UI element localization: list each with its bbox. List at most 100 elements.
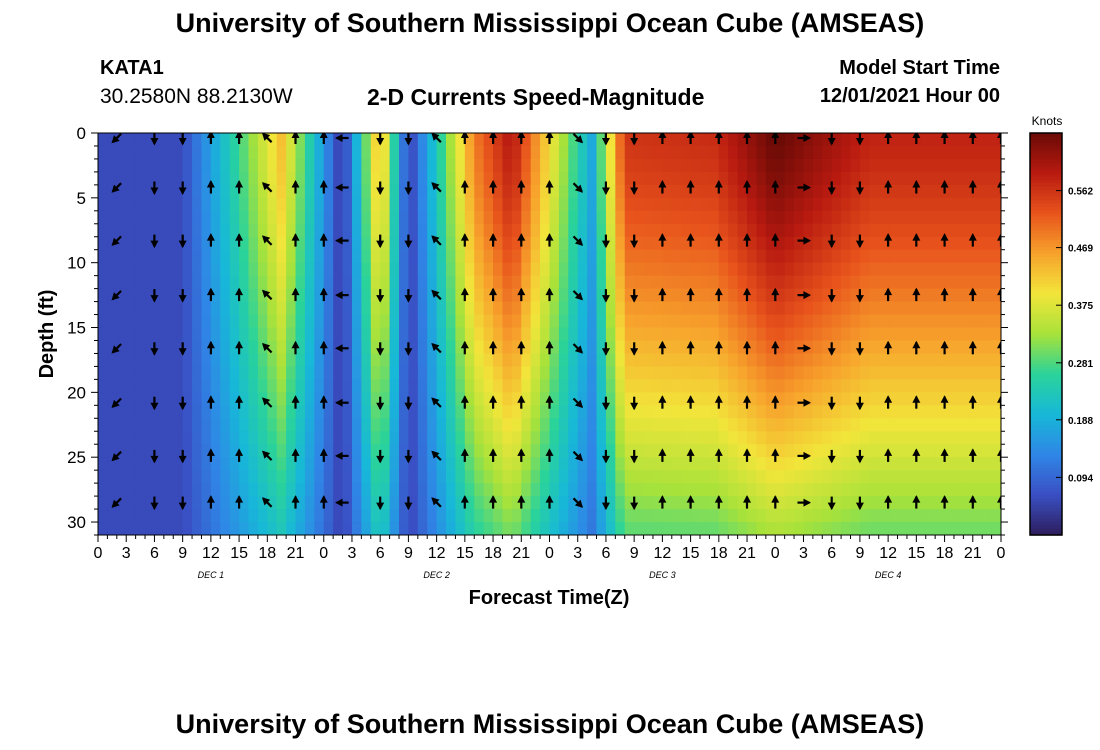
heatmap-cell bbox=[558, 431, 569, 445]
heatmap-cell bbox=[568, 327, 579, 342]
heatmap-cell bbox=[370, 145, 381, 160]
heatmap-cell bbox=[634, 496, 645, 510]
heatmap-cell bbox=[859, 223, 870, 238]
current-vector-arrow bbox=[968, 495, 977, 509]
heatmap-cell bbox=[521, 379, 532, 393]
heatmap-cell bbox=[916, 379, 927, 393]
heatmap-cell bbox=[991, 340, 1001, 355]
heatmap-cell bbox=[163, 496, 174, 510]
heatmap-cell bbox=[192, 145, 203, 160]
heatmap-cell bbox=[210, 171, 221, 186]
heatmap-cell bbox=[944, 431, 955, 445]
heatmap-cell bbox=[737, 340, 748, 355]
heatmap-cell bbox=[897, 379, 908, 393]
current-vector-arrow bbox=[997, 233, 1001, 247]
heatmap-cell bbox=[605, 457, 616, 471]
heatmap-cell bbox=[239, 275, 250, 290]
heatmap-cell bbox=[380, 275, 391, 290]
heatmap-cell bbox=[295, 314, 306, 329]
heatmap-cell bbox=[399, 133, 410, 147]
current-vector-arrow bbox=[178, 234, 187, 249]
heatmap-cell bbox=[982, 431, 993, 445]
heatmap-cell bbox=[765, 171, 776, 186]
heatmap-cell bbox=[643, 392, 654, 406]
heatmap-cell bbox=[803, 249, 814, 264]
heatmap-cell bbox=[558, 392, 569, 406]
heatmap-cell bbox=[765, 392, 776, 406]
heatmap-cell bbox=[361, 133, 372, 147]
heatmap-cell bbox=[201, 431, 212, 445]
heatmap-cell bbox=[756, 405, 767, 419]
current-vector-arrow bbox=[572, 182, 584, 193]
heatmap-cell bbox=[323, 145, 334, 160]
colorbar-swatch bbox=[1030, 313, 1062, 318]
heatmap-cell bbox=[568, 223, 579, 238]
heatmap-cell bbox=[850, 158, 861, 173]
heatmap-cell bbox=[427, 223, 438, 238]
heatmap-cell bbox=[502, 327, 513, 342]
heatmap-cell bbox=[916, 301, 927, 316]
heatmap-cell bbox=[671, 133, 682, 147]
heatmap-cell bbox=[135, 327, 146, 342]
heatmap-cell bbox=[587, 483, 598, 497]
heatmap-cell bbox=[869, 431, 880, 445]
current-vector-arrow bbox=[489, 233, 498, 247]
heatmap-cell bbox=[257, 457, 268, 471]
heatmap-cell bbox=[427, 509, 438, 523]
heatmap-cell bbox=[690, 483, 701, 497]
heatmap-cell bbox=[652, 522, 663, 535]
heatmap-cell bbox=[831, 171, 842, 186]
colorbar-swatch bbox=[1030, 518, 1062, 523]
heatmap-cell bbox=[220, 288, 231, 303]
heatmap-cell bbox=[812, 210, 823, 225]
heatmap-cell bbox=[869, 522, 880, 535]
heatmap-cell bbox=[126, 301, 137, 316]
heatmap-cell bbox=[681, 470, 692, 484]
heatmap-cell bbox=[351, 366, 362, 380]
heatmap-cell bbox=[540, 158, 551, 173]
heatmap-cell bbox=[408, 496, 419, 510]
heatmap-cell bbox=[916, 431, 927, 445]
heatmap-cell bbox=[869, 197, 880, 212]
colorbar-swatch bbox=[1030, 293, 1062, 298]
heatmap-cell bbox=[163, 236, 174, 251]
heatmap-cell bbox=[662, 522, 673, 535]
colorbar-swatch bbox=[1030, 461, 1062, 466]
heatmap-cell bbox=[803, 223, 814, 238]
heatmap-cell bbox=[295, 223, 306, 238]
heatmap-cell bbox=[464, 444, 475, 458]
current-vector-arrow bbox=[797, 451, 811, 460]
heatmap-cell bbox=[163, 418, 174, 432]
heatmap-cell bbox=[408, 314, 419, 329]
heatmap-cell bbox=[662, 509, 673, 523]
heatmap-cell bbox=[718, 158, 729, 173]
heatmap-cell bbox=[530, 327, 541, 342]
heatmap-cell bbox=[173, 210, 184, 225]
current-vector-arrow bbox=[111, 235, 122, 246]
heatmap-cell bbox=[690, 340, 701, 355]
heatmap-cell bbox=[220, 457, 231, 471]
heatmap-cell bbox=[370, 262, 381, 277]
current-vector-arrow bbox=[517, 340, 526, 355]
heatmap-cell bbox=[389, 418, 400, 432]
current-vector-arrow bbox=[517, 495, 526, 509]
heatmap-cell bbox=[399, 288, 410, 303]
heatmap-cell bbox=[869, 301, 880, 316]
heatmap-cell bbox=[728, 379, 739, 393]
heatmap-cell bbox=[906, 483, 917, 497]
heatmap-cell bbox=[982, 379, 993, 393]
heatmap-cell bbox=[897, 353, 908, 368]
heatmap-cell bbox=[803, 314, 814, 329]
heatmap-cell bbox=[239, 431, 250, 445]
current-vector-arrow bbox=[714, 287, 723, 302]
heatmap-cell bbox=[605, 327, 616, 342]
heatmap-cell bbox=[784, 327, 795, 342]
heatmap-cell bbox=[201, 197, 212, 212]
heatmap-cell bbox=[972, 483, 983, 497]
heatmap-cell bbox=[135, 184, 146, 199]
heatmap-cell bbox=[869, 210, 880, 225]
heatmap-cell bbox=[747, 522, 758, 535]
heatmap-cell bbox=[587, 249, 598, 264]
heatmap-cell bbox=[107, 275, 118, 290]
x-tick-label: 9 bbox=[178, 545, 187, 562]
